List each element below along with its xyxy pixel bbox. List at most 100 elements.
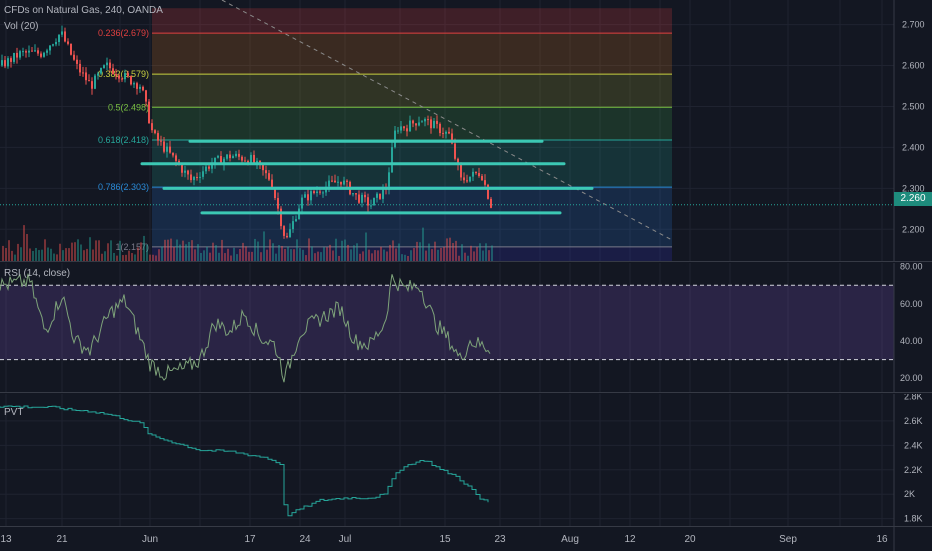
volume-bar — [398, 243, 400, 262]
candle-body — [337, 181, 339, 183]
candle-body — [358, 194, 360, 203]
volume-bar — [185, 244, 187, 262]
candle-body — [460, 164, 462, 178]
volume-bar — [230, 255, 232, 262]
candle-body — [316, 191, 318, 194]
rsi-pane[interactable]: 80.00 60.00 40.00 20.00 RSI (14, close) — [0, 263, 932, 393]
pvt-line — [0, 405, 489, 517]
volume-bar — [311, 246, 313, 262]
candle-body — [352, 193, 354, 195]
candle-body — [115, 73, 117, 76]
price-axis-label: 2.300 — [902, 183, 925, 193]
volume-bar — [80, 244, 82, 262]
volume-bar — [284, 248, 286, 262]
time-axis-label: 17 — [244, 534, 256, 545]
candle-body — [466, 180, 468, 182]
candle-body — [292, 221, 294, 230]
time-axis-labels: 13 21 Jun 17 24 Jul 15 23 Aug 12 20 Sep 16 — [0, 527, 895, 551]
candle-body — [265, 170, 267, 174]
candle-body — [157, 133, 159, 141]
candle-body — [28, 50, 30, 53]
candle-body — [232, 156, 234, 159]
volume-bar — [53, 253, 55, 262]
volume-bar — [38, 250, 40, 262]
candle-body — [82, 72, 84, 74]
candle-body — [64, 31, 66, 42]
volume-bar — [455, 240, 457, 262]
candle-body — [139, 86, 141, 89]
candle-body — [346, 180, 348, 182]
pvt-pane[interactable]: 2.8K 2.6K 2.4K 2.2K 2K 1.8K PVT — [0, 394, 932, 526]
volume-bar — [20, 247, 22, 262]
candle-body — [436, 120, 438, 124]
candle-body — [19, 51, 21, 58]
candle-body — [160, 140, 162, 142]
fib-zone — [152, 8, 672, 34]
price-axis-label: 2.700 — [902, 20, 925, 30]
candle-body — [106, 62, 108, 66]
candle-body — [181, 164, 183, 173]
candle-body — [484, 180, 486, 185]
candle-body — [70, 43, 72, 55]
volume-bar — [386, 251, 388, 262]
volume-bar — [233, 247, 235, 262]
last-price-tag: 2.260 — [894, 192, 932, 206]
volume-bar — [293, 249, 295, 262]
candle-body — [361, 194, 363, 203]
volume-bar — [464, 252, 466, 262]
volume-bar — [155, 255, 157, 262]
candle-body — [133, 83, 135, 85]
candle-body — [223, 158, 225, 165]
volume-bar — [200, 252, 202, 262]
volume-bar — [479, 243, 481, 262]
candle-body — [322, 192, 324, 194]
pvt-legend: PVT — [4, 407, 23, 418]
candle-body — [319, 191, 321, 193]
volume-title: Vol (20) — [4, 21, 39, 32]
volume-bar — [47, 247, 49, 262]
volume-bar — [197, 244, 199, 262]
volume-bar — [401, 254, 403, 262]
volume-bar — [179, 244, 181, 262]
price-chart[interactable]: 0.236(2.679) 0.382(2.579) 0.5(2.498) 0.618(… — [0, 0, 932, 262]
time-axis-label: 21 — [56, 534, 68, 545]
time-axis-label: 13 — [0, 534, 12, 545]
candle-body — [148, 101, 150, 124]
fib-level-label: 1(2.157) — [115, 242, 149, 252]
fib-zone — [152, 74, 672, 108]
volume-bar — [461, 244, 463, 262]
volume-bar — [437, 249, 439, 262]
candle-body — [487, 184, 489, 199]
volume-bar — [176, 239, 178, 262]
volume-bar — [482, 250, 484, 262]
volume-bar — [440, 247, 442, 262]
candle-body — [379, 193, 381, 199]
pvt-title: PVT — [4, 407, 24, 418]
candle-body — [121, 78, 123, 80]
price-pane[interactable]: 0.236(2.679) 0.382(2.579) 0.5(2.498) 0.618(… — [0, 0, 932, 262]
time-axis[interactable]: 13 21 Jun 17 24 Jul 15 23 Aug 12 20 Sep 16 — [0, 526, 932, 551]
volume-bar — [56, 254, 58, 262]
volume-bar — [431, 249, 433, 262]
rsi-chart[interactable]: 80.00 60.00 40.00 20.00 — [0, 263, 932, 393]
volume-bar — [161, 246, 163, 262]
volume-bar — [191, 240, 193, 262]
candle-body — [97, 73, 99, 76]
volume-bar — [212, 242, 214, 262]
volume-bar — [404, 254, 406, 262]
volume-bar — [377, 250, 379, 262]
volume-bar — [422, 227, 424, 262]
trend-line — [221, 0, 673, 241]
volume-bar — [380, 246, 382, 262]
candle-body — [250, 154, 252, 164]
volume-bar — [245, 246, 247, 262]
candle-body — [205, 166, 207, 172]
pvt-chart[interactable]: 2.8K 2.6K 2.4K 2.2K 2K 1.8K — [0, 394, 932, 526]
volume-bar — [98, 240, 100, 262]
volume-bar — [410, 250, 412, 262]
volume-bar — [251, 251, 253, 262]
candle-body — [406, 128, 408, 132]
candle-body — [448, 131, 450, 134]
volume-bar — [50, 248, 52, 262]
volume-bar — [140, 242, 142, 262]
